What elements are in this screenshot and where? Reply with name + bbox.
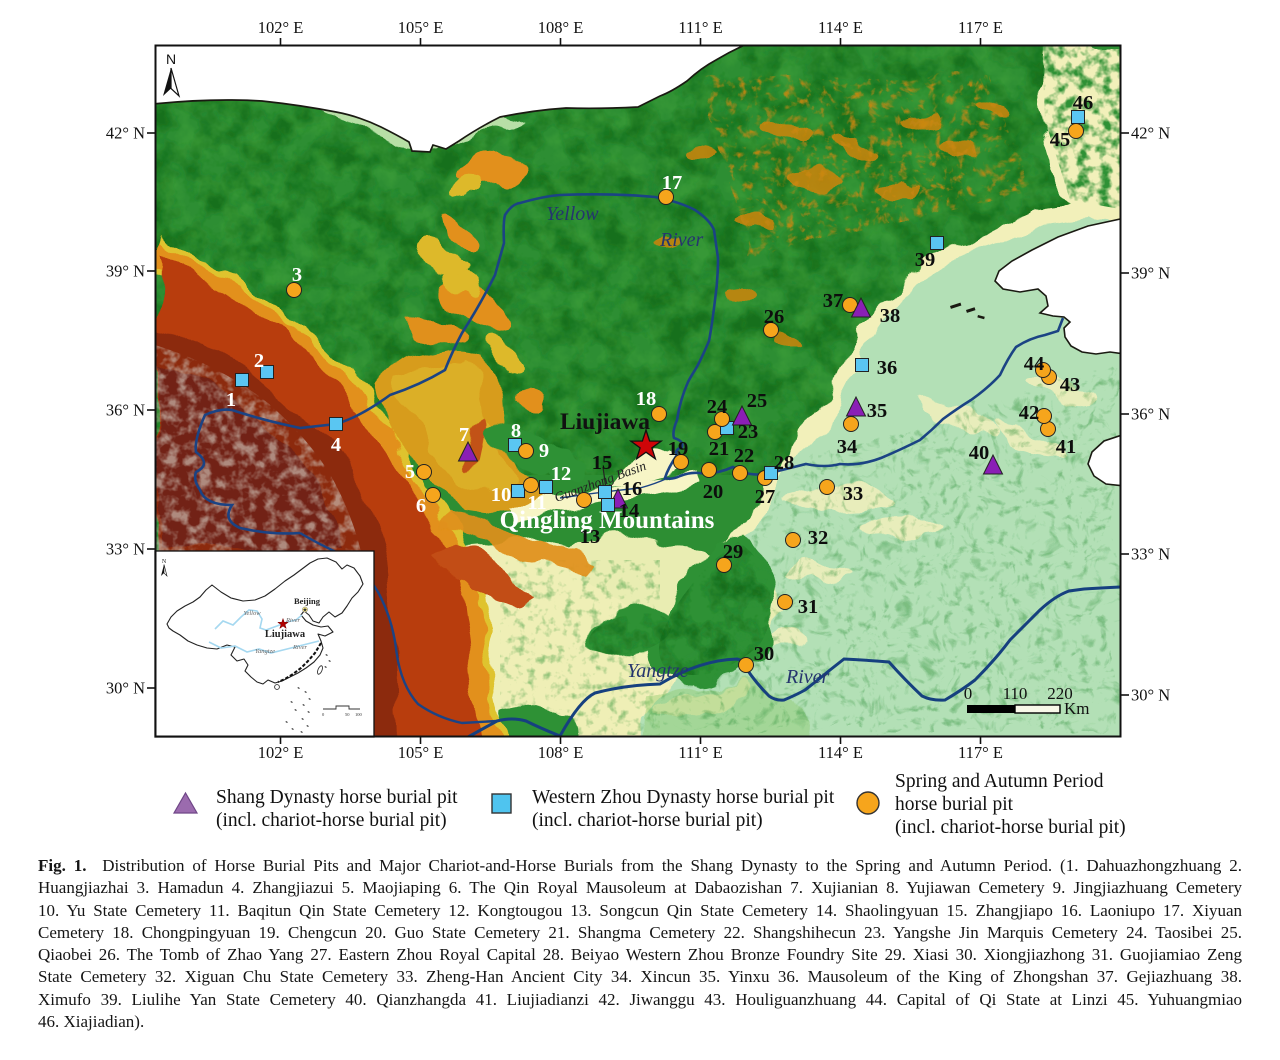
svg-text:(incl. chariot-horse burial pi: (incl. chariot-horse burial pit)	[895, 817, 1126, 838]
svg-text:Western Zhou Dynasty horse bur: Western Zhou Dynasty horse burial pit	[532, 787, 835, 808]
svg-text:35: 35	[867, 400, 888, 422]
svg-text:6: 6	[416, 495, 426, 517]
svg-text:44: 44	[1024, 353, 1045, 375]
svg-text:110: 110	[1003, 684, 1028, 703]
svg-text:Yangtze: Yangtze	[627, 660, 689, 682]
svg-text:Liujiawa: Liujiawa	[560, 409, 650, 435]
svg-text:111° E: 111° E	[678, 743, 722, 762]
svg-text:2: 2	[254, 350, 264, 372]
svg-text:40: 40	[969, 442, 990, 464]
svg-text:34: 34	[837, 436, 858, 458]
svg-text:N: N	[162, 559, 167, 565]
svg-text:42° N: 42° N	[1131, 124, 1170, 143]
svg-text:36° N: 36° N	[1131, 405, 1170, 424]
svg-text:39° N: 39° N	[1131, 264, 1170, 283]
svg-text:(incl. chariot-horse burial pi: (incl. chariot-horse burial pit)	[532, 810, 763, 831]
svg-text:100: 100	[355, 712, 363, 717]
svg-text:33° N: 33° N	[106, 540, 145, 559]
svg-text:117° E: 117° E	[958, 18, 1003, 37]
svg-text:Spring and Autumn Period: Spring and Autumn Period	[895, 771, 1104, 792]
svg-text:11: 11	[527, 492, 546, 514]
svg-text:12: 12	[551, 463, 572, 485]
svg-text:17: 17	[662, 172, 683, 194]
svg-text:39° N: 39° N	[106, 262, 145, 281]
svg-text:16: 16	[622, 478, 643, 500]
svg-text:105° E: 105° E	[398, 743, 444, 762]
svg-text:102° E: 102° E	[258, 18, 304, 37]
svg-text:13: 13	[580, 526, 601, 548]
svg-text:Shang Dynasty horse burial pit: Shang Dynasty horse burial pit	[216, 787, 458, 808]
svg-text:32: 32	[808, 527, 829, 549]
svg-text:N: N	[166, 51, 176, 67]
svg-text:9: 9	[539, 440, 549, 462]
svg-text:Yellow: Yellow	[243, 610, 261, 617]
svg-text:10: 10	[491, 484, 512, 506]
svg-text:18: 18	[636, 388, 657, 410]
svg-text:Yellow: Yellow	[546, 203, 599, 225]
svg-text:114° E: 114° E	[818, 743, 863, 762]
svg-text:River: River	[785, 666, 830, 688]
svg-text:42: 42	[1019, 402, 1040, 424]
svg-text:23: 23	[738, 421, 759, 443]
svg-text:1: 1	[226, 389, 236, 411]
svg-text:28: 28	[774, 452, 795, 474]
svg-text:30° N: 30° N	[106, 679, 145, 698]
svg-text:8: 8	[511, 420, 521, 442]
svg-text:15: 15	[592, 452, 613, 474]
svg-text:36° N: 36° N	[106, 401, 145, 420]
svg-text:River: River	[659, 229, 704, 251]
svg-text:102° E: 102° E	[258, 743, 304, 762]
svg-text:Beijing: Beijing	[294, 596, 321, 606]
svg-text:29: 29	[723, 541, 744, 563]
svg-text:5: 5	[405, 461, 415, 483]
svg-text:108° E: 108° E	[538, 18, 584, 37]
svg-text:21: 21	[709, 438, 730, 460]
svg-text:30° N: 30° N	[1131, 686, 1170, 705]
svg-text:20: 20	[703, 481, 724, 503]
svg-text:Yangtze: Yangtze	[255, 648, 275, 655]
svg-text:25: 25	[747, 390, 768, 412]
svg-text:4: 4	[331, 434, 341, 456]
svg-text:33: 33	[843, 483, 864, 505]
svg-text:7: 7	[459, 424, 469, 446]
svg-text:33° N: 33° N	[1131, 545, 1170, 564]
svg-text:108° E: 108° E	[538, 743, 584, 762]
svg-text:24: 24	[707, 396, 728, 418]
svg-text:45: 45	[1050, 129, 1071, 151]
svg-text:Km: Km	[1064, 699, 1090, 718]
svg-text:39: 39	[915, 249, 936, 271]
svg-text:50: 50	[345, 712, 350, 717]
svg-text:3: 3	[292, 264, 302, 286]
svg-text:31: 31	[798, 596, 819, 618]
svg-text:105° E: 105° E	[398, 18, 444, 37]
svg-text:114° E: 114° E	[818, 18, 863, 37]
svg-text:19: 19	[668, 438, 689, 460]
svg-text:26: 26	[764, 306, 785, 328]
svg-text:River: River	[285, 617, 301, 624]
svg-text:38: 38	[880, 305, 901, 327]
svg-text:Liujiawa: Liujiawa	[265, 629, 306, 640]
svg-text:27: 27	[755, 486, 776, 508]
svg-text:42° N: 42° N	[106, 124, 145, 143]
svg-text:41: 41	[1056, 436, 1077, 458]
svg-text:22: 22	[734, 445, 755, 467]
svg-text:46: 46	[1073, 92, 1094, 114]
svg-text:220: 220	[1047, 684, 1073, 703]
svg-text:River: River	[292, 644, 308, 651]
svg-text:37: 37	[823, 290, 844, 312]
svg-text:horse burial pit: horse burial pit	[895, 794, 1014, 815]
svg-text:117° E: 117° E	[958, 743, 1003, 762]
svg-text:30: 30	[754, 643, 775, 665]
svg-text:14: 14	[619, 500, 640, 522]
svg-text:43: 43	[1060, 374, 1081, 396]
svg-text:111° E: 111° E	[678, 18, 722, 37]
svg-text:(incl. chariot-horse burial pi: (incl. chariot-horse burial pit)	[216, 810, 447, 831]
svg-text:★: ★	[303, 607, 308, 614]
svg-text:0: 0	[322, 712, 325, 717]
svg-text:0: 0	[964, 684, 973, 703]
svg-text:36: 36	[877, 357, 898, 379]
